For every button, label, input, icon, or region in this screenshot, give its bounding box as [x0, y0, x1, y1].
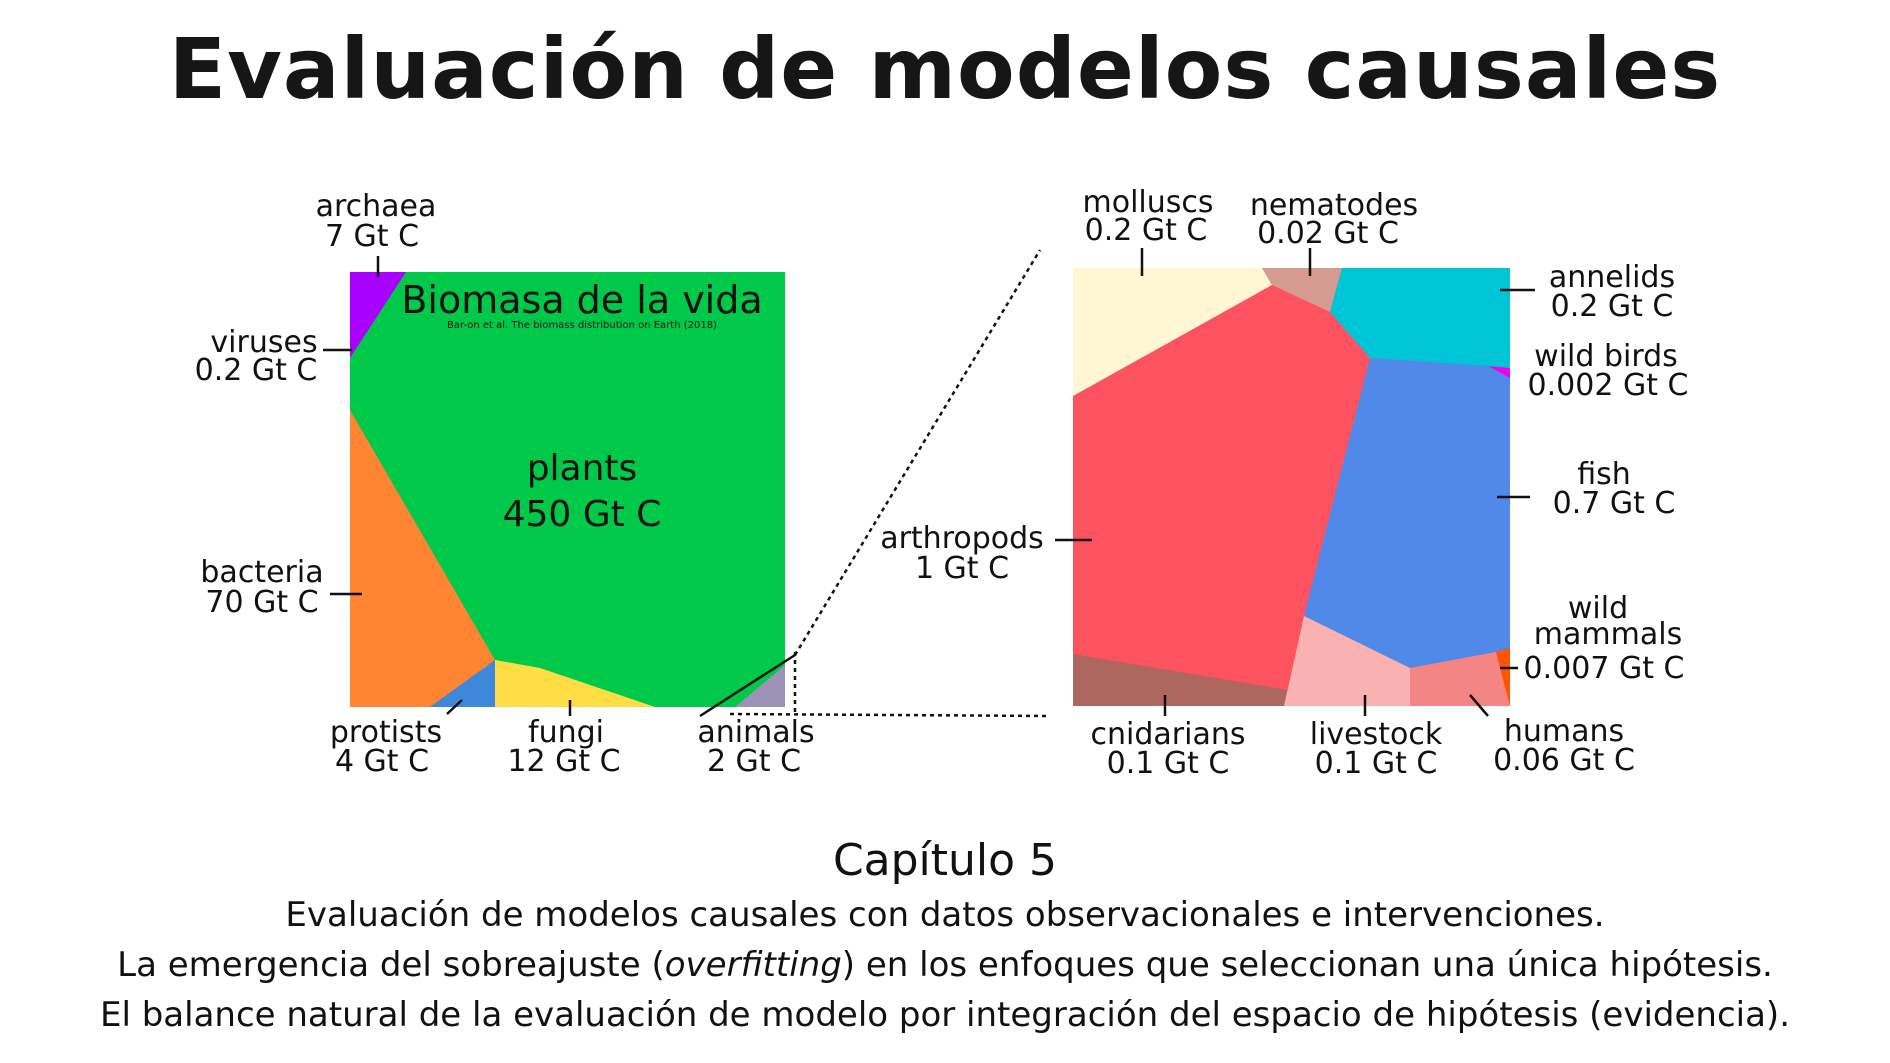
cnidarians-name: cnidarians	[1091, 717, 1246, 752]
molluscs-cell	[1073, 268, 1272, 396]
left-voronoi	[350, 272, 785, 707]
humans-value: 0.06 Gt C	[1493, 743, 1635, 778]
viruses-value: 0.2 Gt C	[195, 353, 318, 388]
protists-name: protists	[330, 715, 442, 750]
left-labels: archaea 7 Gt C viruses 0.2 Gt C bacteria…	[195, 189, 815, 779]
nematodes-value: 0.02 Gt C	[1257, 216, 1399, 251]
archaea-cell	[350, 272, 406, 358]
animals-name: animals	[697, 715, 814, 750]
right-labels: molluscs 0.2 Gt C nematodes 0.02 Gt C an…	[880, 185, 1688, 781]
protists-cell	[430, 660, 495, 707]
bacteria-value: 70 Gt C	[205, 585, 318, 620]
wild-mammals-value: 0.007 Gt C	[1524, 651, 1685, 686]
viruses-name: viruses	[210, 325, 317, 360]
fungi-cell-fill	[495, 660, 655, 707]
caption-line-1: Evaluación de modelos causales con datos…	[285, 895, 1605, 935]
archaea-value: 7 Gt C	[325, 219, 419, 254]
fish-value: 0.7 Gt C	[1553, 486, 1676, 521]
caption-line-2-start: La emergencia del sobreajuste (	[117, 945, 665, 985]
chapter-heading: Capítulo 5	[832, 835, 1058, 886]
animals-value: 2 Gt C	[707, 744, 801, 779]
livestock-cell	[1284, 616, 1410, 706]
livestock-value: 0.1 Gt C	[1315, 746, 1438, 781]
wild-mammals-name-1: wild	[1568, 591, 1628, 626]
wild-birds-value: 0.002 Gt C	[1528, 368, 1689, 403]
wild-mammals-cell	[1496, 648, 1510, 706]
zoom-lines	[729, 249, 1051, 718]
cnidarians-value: 0.1 Gt C	[1107, 746, 1230, 781]
protists-value: 4 Gt C	[335, 744, 429, 779]
page-title: Evaluación de modelos causales	[168, 20, 1722, 118]
molluscs-value: 0.2 Gt C	[1085, 213, 1208, 248]
arthropods-name: arthropods	[880, 521, 1044, 556]
annelids-value: 0.2 Gt C	[1551, 289, 1674, 324]
arthropods-value: 1 Gt C	[915, 551, 1009, 586]
humans-name: humans	[1504, 714, 1624, 749]
cnidarians-cell	[1073, 654, 1290, 706]
wild-birds-name: wild birds	[1534, 339, 1678, 374]
molluscs-name: molluscs	[1082, 185, 1213, 220]
right-voronoi	[1073, 268, 1510, 706]
left-leader-lines	[323, 256, 796, 718]
fish-cell	[1304, 358, 1510, 668]
humans-cell	[1410, 652, 1510, 706]
annelids-name: annelids	[1549, 260, 1675, 295]
right-leader-lines	[1055, 248, 1535, 717]
plants-value: 450 Gt C	[503, 494, 662, 535]
panel-source: Bar-on et al. The biomass distribution o…	[447, 320, 717, 331]
nematodes-name: nematodes	[1250, 188, 1418, 223]
bacteria-cell	[350, 410, 495, 707]
caption-italic-term: overfitting	[664, 945, 842, 985]
panel-heading: Biomasa de la vida	[401, 278, 762, 322]
nematodes-cell	[1262, 268, 1342, 312]
livestock-name: livestock	[1310, 717, 1443, 752]
annelids-cell	[1330, 268, 1510, 368]
animals-green-edge	[700, 650, 785, 707]
plants-name: plants	[527, 448, 638, 489]
fungi-value: 12 Gt C	[507, 744, 620, 779]
wild-mammals-name-2: mammals	[1534, 617, 1682, 652]
caption-line-2: La emergencia del sobreajuste (overfitti…	[0, 945, 1890, 985]
bacteria-name: bacteria	[200, 555, 323, 590]
archaea-name: archaea	[316, 189, 437, 224]
caption-line-2-end: ) en los enfoques que seleccionan una ún…	[841, 945, 1773, 985]
caption-line-3: El balance natural de la evaluación de m…	[99, 995, 1791, 1035]
fungi-name: fungi	[528, 715, 604, 750]
fish-name: fish	[1577, 457, 1631, 492]
